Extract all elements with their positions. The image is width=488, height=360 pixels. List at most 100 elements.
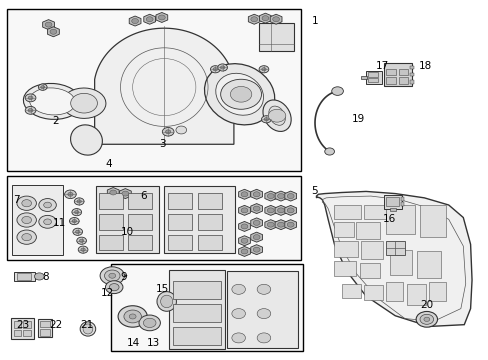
Circle shape bbox=[261, 116, 271, 123]
Bar bbox=[416, 251, 441, 278]
Bar bbox=[164, 186, 234, 253]
Circle shape bbox=[253, 247, 260, 252]
Circle shape bbox=[250, 17, 257, 22]
Bar bbox=[18, 273, 31, 280]
Circle shape bbox=[253, 235, 260, 240]
Bar bbox=[198, 193, 222, 209]
Bar bbox=[407, 284, 425, 305]
Circle shape bbox=[73, 228, 82, 235]
Text: 21: 21 bbox=[81, 320, 94, 330]
Circle shape bbox=[162, 127, 174, 136]
Polygon shape bbox=[275, 191, 286, 201]
Circle shape bbox=[100, 267, 124, 285]
Polygon shape bbox=[316, 192, 471, 327]
Bar bbox=[398, 77, 407, 84]
Text: 8: 8 bbox=[42, 272, 49, 282]
Polygon shape bbox=[248, 14, 260, 24]
Text: 20: 20 bbox=[420, 300, 433, 310]
Circle shape bbox=[267, 222, 274, 227]
Bar bbox=[361, 76, 366, 79]
Circle shape bbox=[267, 208, 274, 213]
Circle shape bbox=[77, 200, 81, 203]
Polygon shape bbox=[250, 245, 262, 255]
Bar bbox=[428, 282, 446, 301]
Polygon shape bbox=[284, 205, 296, 215]
Circle shape bbox=[241, 208, 247, 213]
Bar bbox=[368, 78, 377, 82]
Polygon shape bbox=[95, 28, 233, 144]
Text: 19: 19 bbox=[351, 114, 364, 124]
Bar bbox=[99, 235, 122, 250]
Circle shape bbox=[45, 22, 52, 27]
Circle shape bbox=[241, 224, 247, 229]
Circle shape bbox=[220, 79, 261, 109]
Bar bbox=[198, 214, 222, 230]
Circle shape bbox=[28, 96, 33, 100]
Circle shape bbox=[34, 273, 44, 280]
Polygon shape bbox=[264, 220, 276, 230]
Circle shape bbox=[43, 219, 51, 225]
Circle shape bbox=[165, 130, 170, 134]
Bar bbox=[368, 72, 377, 77]
Bar bbox=[14, 321, 21, 328]
Circle shape bbox=[143, 318, 156, 328]
Circle shape bbox=[210, 66, 220, 73]
Text: 13: 13 bbox=[147, 338, 160, 347]
Text: 2: 2 bbox=[52, 116, 59, 126]
Text: 14: 14 bbox=[126, 338, 140, 347]
Polygon shape bbox=[264, 205, 276, 215]
Circle shape bbox=[131, 18, 138, 23]
Bar bbox=[38, 319, 52, 337]
Bar bbox=[386, 77, 395, 84]
Circle shape bbox=[220, 66, 224, 69]
Bar bbox=[14, 272, 35, 281]
Bar bbox=[172, 281, 221, 298]
Bar bbox=[99, 214, 122, 230]
Text: 11: 11 bbox=[52, 218, 65, 228]
Circle shape bbox=[38, 84, 47, 90]
Circle shape bbox=[277, 222, 284, 227]
Bar bbox=[400, 202, 403, 206]
Polygon shape bbox=[107, 188, 119, 198]
Text: 4: 4 bbox=[106, 159, 112, 169]
Circle shape bbox=[39, 215, 56, 228]
Circle shape bbox=[272, 17, 279, 22]
Bar bbox=[361, 242, 382, 258]
Text: 12: 12 bbox=[101, 288, 114, 297]
Polygon shape bbox=[47, 27, 59, 37]
Polygon shape bbox=[250, 203, 262, 213]
Polygon shape bbox=[119, 189, 131, 199]
Circle shape bbox=[17, 213, 36, 227]
Bar bbox=[389, 249, 411, 275]
Text: 16: 16 bbox=[382, 214, 395, 224]
Bar bbox=[389, 207, 395, 211]
Circle shape bbox=[79, 239, 83, 242]
Bar bbox=[363, 285, 382, 300]
Circle shape bbox=[17, 230, 36, 244]
Circle shape bbox=[158, 15, 165, 20]
Circle shape bbox=[253, 220, 260, 225]
Polygon shape bbox=[143, 14, 155, 24]
Ellipse shape bbox=[71, 93, 97, 113]
Ellipse shape bbox=[23, 84, 81, 120]
Circle shape bbox=[109, 273, 116, 278]
Ellipse shape bbox=[83, 324, 93, 334]
Ellipse shape bbox=[176, 126, 186, 134]
Bar bbox=[23, 321, 30, 328]
Ellipse shape bbox=[268, 106, 285, 125]
Polygon shape bbox=[275, 220, 286, 230]
Circle shape bbox=[77, 237, 86, 244]
Text: 15: 15 bbox=[156, 284, 169, 294]
Circle shape bbox=[259, 66, 268, 73]
Bar bbox=[40, 321, 50, 327]
Circle shape bbox=[105, 281, 122, 294]
Bar bbox=[127, 235, 152, 250]
Circle shape bbox=[81, 248, 85, 251]
Polygon shape bbox=[129, 16, 141, 26]
Ellipse shape bbox=[263, 100, 290, 131]
Bar bbox=[334, 222, 353, 237]
Circle shape bbox=[241, 192, 247, 197]
Circle shape bbox=[72, 208, 81, 216]
Polygon shape bbox=[284, 191, 296, 201]
Circle shape bbox=[257, 284, 270, 294]
